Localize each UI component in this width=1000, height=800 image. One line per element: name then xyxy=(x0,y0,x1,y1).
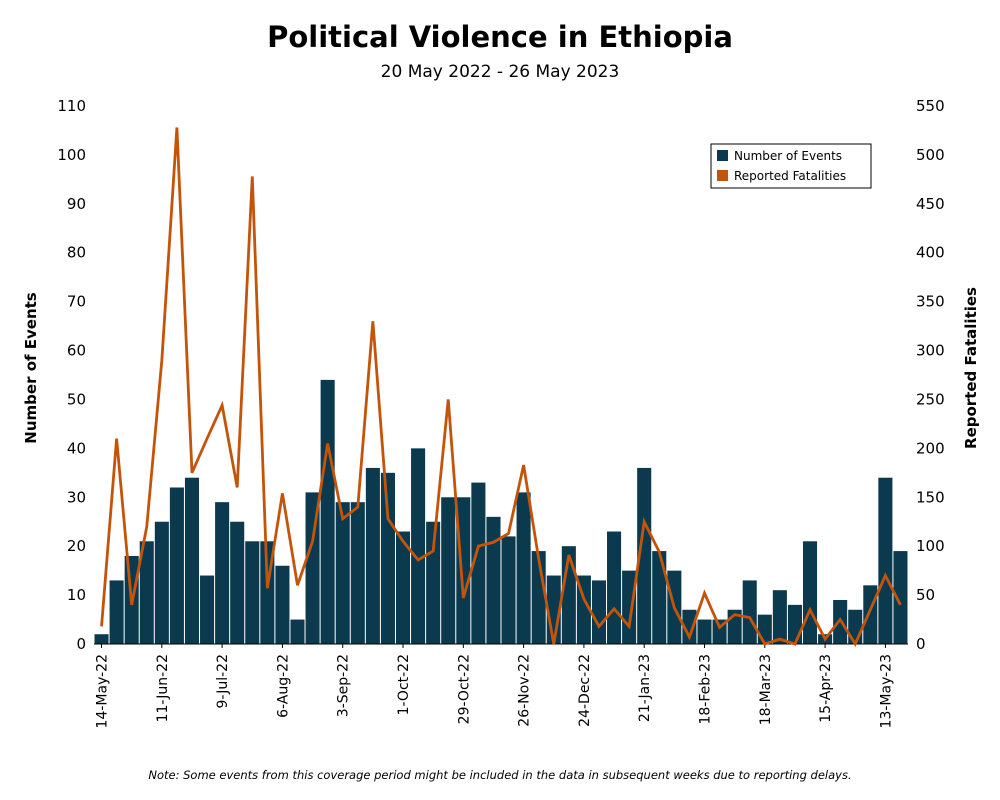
bars-layer xyxy=(94,379,908,644)
x-tick-label: 3-Sep-22 xyxy=(336,654,352,717)
bar-events xyxy=(787,604,802,644)
y-right-tick-label: 250 xyxy=(916,391,945,409)
y-left-tick-label: 90 xyxy=(67,195,86,213)
y-left-tick-label: 70 xyxy=(67,293,86,311)
bar-events xyxy=(682,609,697,644)
bar-events xyxy=(320,379,335,644)
y-right-tick-label: 500 xyxy=(916,146,945,164)
bar-events xyxy=(863,585,878,644)
bar-events xyxy=(365,467,380,644)
bar-events xyxy=(878,477,893,644)
bar-events xyxy=(411,448,426,644)
bar-events xyxy=(486,516,501,644)
chart-subtitle: 20 May 2022 - 26 May 2023 xyxy=(380,62,620,82)
x-ticks-layer: 14-May-22 11-Jun-22 9-Jul-22 6-Aug-22 3-Sep-… xyxy=(95,644,894,728)
y-left-tick-label: 40 xyxy=(67,439,86,457)
y-left-tick-label: 60 xyxy=(67,342,86,360)
bar-events xyxy=(200,575,215,644)
y-right-tick-label: 200 xyxy=(916,439,945,457)
y-right-tick-label: 150 xyxy=(916,488,945,506)
line-layer xyxy=(100,127,902,648)
bar-events xyxy=(516,492,531,644)
bar-events xyxy=(275,565,290,644)
bar-events xyxy=(607,531,622,644)
y-left-tick-label: 80 xyxy=(67,244,86,262)
bar-events xyxy=(591,580,607,644)
bar-events xyxy=(290,619,305,644)
x-tick-label: 1-Oct-22 xyxy=(396,654,412,715)
x-tick-label: 6-Aug-22 xyxy=(275,654,291,718)
y-left-tick-label: 0 xyxy=(76,635,86,653)
bar-events xyxy=(652,551,667,644)
y-axis-label-left: Number of Events xyxy=(22,292,40,443)
x-tick-label: 14-May-22 xyxy=(95,654,111,728)
chart-title: Political Violence in Ethiopia xyxy=(267,20,733,54)
x-tick-label: 9-Jul-22 xyxy=(215,654,231,709)
y-right-tick-label: 0 xyxy=(916,635,926,653)
y-left-tick-label: 100 xyxy=(57,146,86,164)
bar-events xyxy=(215,502,230,644)
bar-events xyxy=(245,541,260,644)
bar-events xyxy=(893,551,908,644)
x-tick-label: 21-Jan-23 xyxy=(637,654,653,722)
bar-events xyxy=(350,502,365,644)
x-tick-label: 29-Oct-22 xyxy=(456,654,472,724)
bar-events xyxy=(94,634,109,644)
bar-events xyxy=(230,521,245,644)
x-tick-label: 11-Jun-22 xyxy=(155,654,171,722)
bar-events xyxy=(109,580,124,644)
bar-events xyxy=(154,521,169,644)
y-right-tick-label: 400 xyxy=(916,244,945,262)
bar-events xyxy=(139,541,154,644)
bar-events xyxy=(335,502,350,644)
y-left-ticks: 0 10 20 30 40 50 60 70 80 90 100 110 xyxy=(57,97,86,653)
x-tick-label: 13-May-23 xyxy=(878,654,894,728)
bar-events xyxy=(380,472,395,644)
legend-swatch-events xyxy=(717,150,728,161)
bar-events xyxy=(848,609,863,644)
bar-events xyxy=(501,536,516,644)
x-tick-label: 18-Mar-23 xyxy=(758,654,774,725)
legend: Number of Events Reported Fatalities xyxy=(710,143,872,189)
bar-events xyxy=(169,487,184,644)
bar-events xyxy=(622,570,637,644)
y-left-tick-label: 20 xyxy=(67,537,86,555)
bar-events xyxy=(471,482,486,644)
y-left-tick-label: 30 xyxy=(67,488,86,506)
bar-events xyxy=(802,541,818,644)
bar-events xyxy=(757,614,772,644)
y-left-tick-label: 10 xyxy=(67,586,86,604)
bar-events xyxy=(184,477,200,644)
y-right-tick-label: 100 xyxy=(916,537,945,555)
legend-label-events: Number of Events xyxy=(734,149,842,163)
x-tick-label: 15-Apr-23 xyxy=(818,654,834,723)
y-right-ticks: 0 50 100 150 200 250 300 350 400 450 500 550 xyxy=(916,97,945,653)
line-fatalities xyxy=(100,127,902,648)
footer-note: Note: Some events from this coverage per… xyxy=(148,768,852,782)
y-right-tick-label: 550 xyxy=(916,97,945,115)
x-tick-label: 26-Nov-22 xyxy=(517,654,533,727)
legend-box xyxy=(710,143,872,189)
bar-events xyxy=(772,590,787,644)
bar-events xyxy=(697,619,712,644)
y-right-tick-label: 450 xyxy=(916,195,945,213)
y-left-tick-label: 50 xyxy=(67,391,86,409)
legend-label-fatalities: Reported Fatalities xyxy=(734,169,846,183)
y-right-tick-label: 300 xyxy=(916,342,945,360)
bar-events xyxy=(395,531,411,644)
bar-events xyxy=(441,497,456,644)
bar-events xyxy=(637,467,652,644)
y-right-tick-label: 50 xyxy=(916,586,935,604)
legend-swatch-fatalities xyxy=(717,170,728,181)
x-tick-label: 24-Dec-22 xyxy=(577,654,593,727)
x-tick-label: 18-Feb-23 xyxy=(698,654,714,725)
bar-events xyxy=(742,580,757,644)
y-axis-label-right: Reported Fatalities xyxy=(962,287,980,449)
y-right-tick-label: 350 xyxy=(916,293,945,311)
y-left-tick-label: 110 xyxy=(57,97,86,115)
bar-events xyxy=(305,492,320,644)
